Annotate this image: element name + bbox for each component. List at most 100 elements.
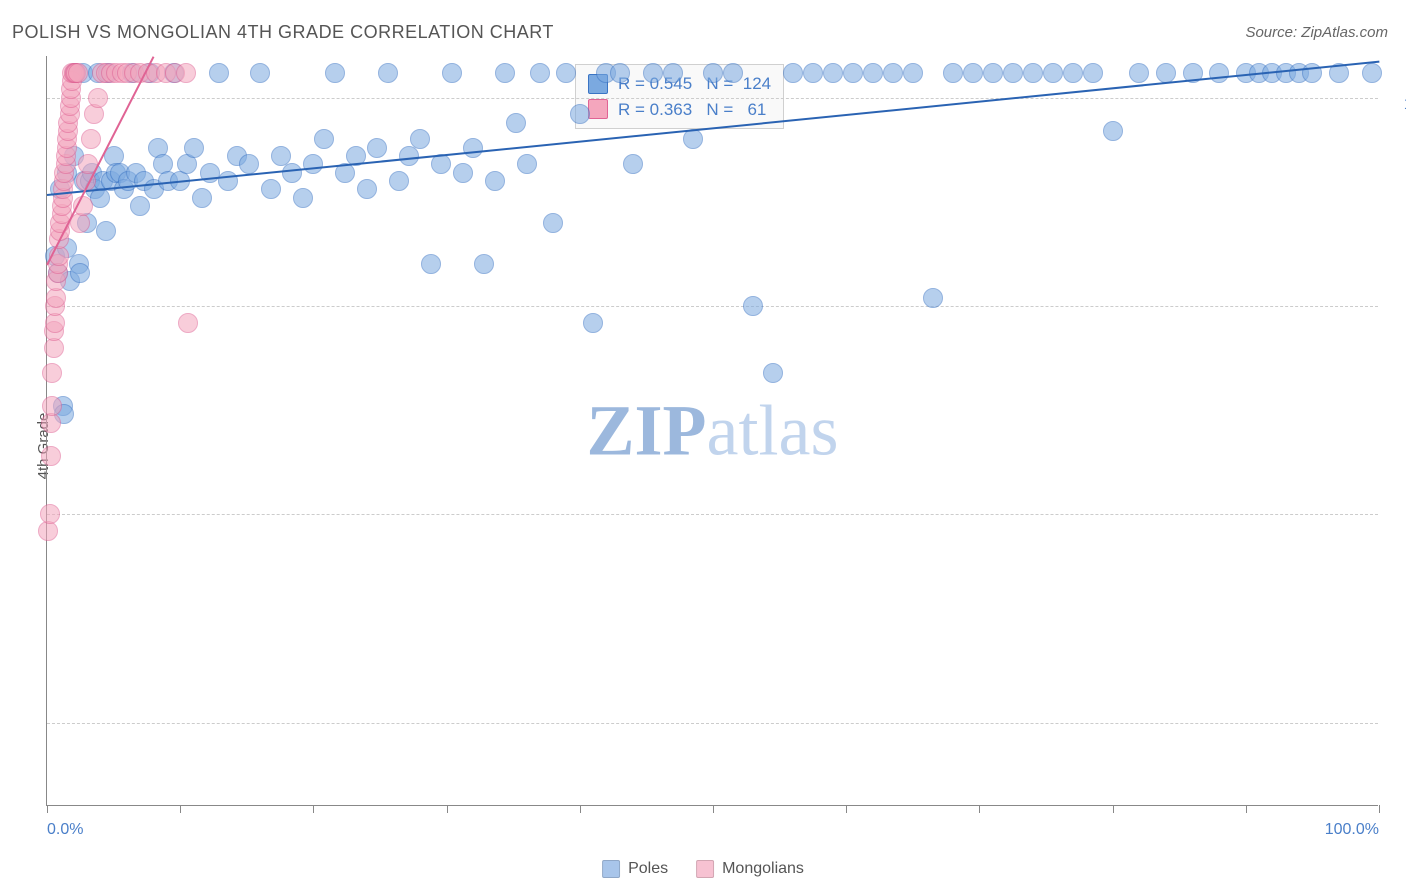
data-point: [883, 63, 903, 83]
data-point: [1043, 63, 1063, 83]
data-point: [623, 154, 643, 174]
data-point: [184, 138, 204, 158]
data-point: [293, 188, 313, 208]
gridline: [47, 723, 1378, 724]
data-point: [250, 63, 270, 83]
data-point: [823, 63, 843, 83]
data-point: [178, 313, 198, 333]
data-point: [42, 396, 62, 416]
y-tick-label: 97.5%: [1388, 304, 1406, 322]
data-point: [1063, 63, 1083, 83]
gridline: [47, 514, 1378, 515]
x-tick: [846, 805, 847, 813]
data-point: [81, 129, 101, 149]
data-point: [261, 179, 281, 199]
data-point: [903, 63, 923, 83]
data-point: [84, 104, 104, 124]
x-tick: [1246, 805, 1247, 813]
data-point: [1129, 63, 1149, 83]
data-point: [570, 104, 590, 124]
data-point: [70, 263, 90, 283]
data-point: [1362, 63, 1382, 83]
source-label: Source: ZipAtlas.com: [1245, 24, 1388, 41]
data-point: [367, 138, 387, 158]
data-point: [923, 288, 943, 308]
data-point: [41, 446, 61, 466]
data-point: [506, 113, 526, 133]
data-point: [42, 363, 62, 383]
chart-title: POLISH VS MONGOLIAN 4TH GRADE CORRELATIO…: [12, 22, 554, 43]
data-point: [88, 88, 108, 108]
data-point: [96, 221, 116, 241]
data-point: [431, 154, 451, 174]
data-point: [325, 63, 345, 83]
chart-container: POLISH VS MONGOLIAN 4TH GRADE CORRELATIO…: [0, 0, 1406, 892]
data-point: [1103, 121, 1123, 141]
data-point: [303, 154, 323, 174]
gridline: [47, 98, 1378, 99]
y-tick-label: 100.0%: [1388, 96, 1406, 114]
data-point: [176, 63, 196, 83]
x-tick: [313, 805, 314, 813]
data-point: [421, 254, 441, 274]
data-point: [783, 63, 803, 83]
data-point: [1209, 63, 1229, 83]
data-point: [663, 63, 683, 83]
x-tick: [580, 805, 581, 813]
data-point: [314, 129, 334, 149]
data-point: [1083, 63, 1103, 83]
data-point: [209, 63, 229, 83]
data-point: [803, 63, 823, 83]
data-point: [410, 129, 430, 149]
plot-area: ZIPatlas R = 0.545 N = 124R = 0.363 N = …: [46, 56, 1378, 806]
watermark-atlas: atlas: [707, 390, 839, 470]
data-point: [703, 63, 723, 83]
legend-label: Poles: [628, 860, 668, 878]
x-tick: [713, 805, 714, 813]
data-point: [763, 363, 783, 383]
data-point: [453, 163, 473, 183]
data-point: [442, 63, 462, 83]
legend-label: Mongolians: [722, 860, 804, 878]
x-tick: [1113, 805, 1114, 813]
data-point: [1156, 63, 1176, 83]
x-tick-label: 100.0%: [1325, 821, 1379, 839]
data-point: [463, 138, 483, 158]
data-point: [68, 63, 88, 83]
data-point: [743, 296, 763, 316]
x-tick: [447, 805, 448, 813]
data-point: [943, 63, 963, 83]
watermark: ZIPatlas: [587, 389, 839, 472]
legend-swatch: [696, 860, 714, 878]
watermark-zip: ZIP: [587, 390, 707, 470]
stats-text: R = 0.363 N = 61: [618, 97, 766, 123]
data-point: [610, 63, 630, 83]
gridline: [47, 306, 1378, 307]
data-point: [517, 154, 537, 174]
data-point: [218, 171, 238, 191]
data-point: [863, 63, 883, 83]
stats-swatch: [588, 99, 608, 119]
data-point: [530, 63, 550, 83]
data-point: [282, 163, 302, 183]
legend-item: Poles: [602, 860, 668, 878]
data-point: [40, 504, 60, 524]
data-point: [643, 63, 663, 83]
x-tick-label: 0.0%: [47, 821, 83, 839]
legend-item: Mongolians: [696, 860, 804, 878]
data-point: [543, 213, 563, 233]
x-tick: [47, 805, 48, 813]
stats-row: R = 0.363 N = 61: [588, 97, 771, 123]
data-point: [389, 171, 409, 191]
data-point: [130, 196, 150, 216]
y-tick-label: 95.0%: [1388, 512, 1406, 530]
x-tick: [979, 805, 980, 813]
data-point: [983, 63, 1003, 83]
y-tick-label: 92.5%: [1388, 721, 1406, 739]
data-point: [556, 63, 576, 83]
legend-swatch: [602, 860, 620, 878]
data-point: [1003, 63, 1023, 83]
data-point: [843, 63, 863, 83]
data-point: [474, 254, 494, 274]
data-point: [239, 154, 259, 174]
